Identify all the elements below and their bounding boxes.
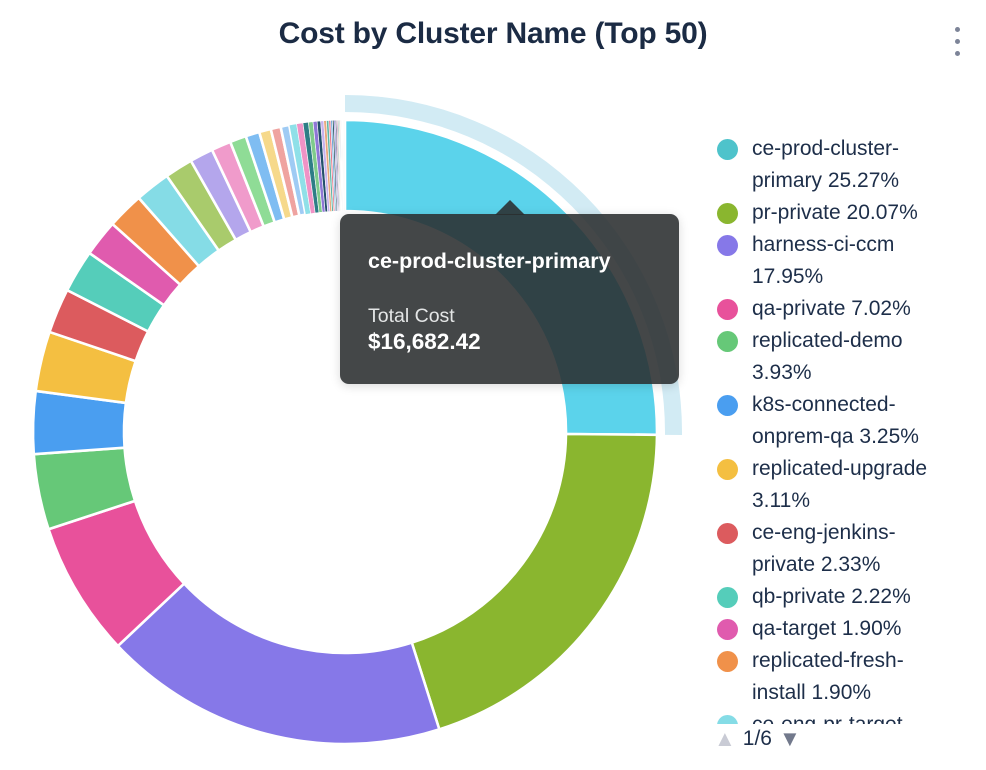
legend-marker-icon xyxy=(717,203,738,224)
legend-marker-icon xyxy=(717,715,738,724)
legend-marker-icon xyxy=(717,587,738,608)
donut-slice-pr-private[interactable] xyxy=(410,432,659,731)
legend-marker-icon xyxy=(717,299,738,320)
legend-marker-icon xyxy=(717,651,738,672)
legend-item-label: ce-eng-pr-target 1.83% xyxy=(752,709,930,724)
kebab-dot-icon xyxy=(954,26,960,32)
tooltip-value: $16,682.42 xyxy=(368,329,481,354)
legend-item-qa-target[interactable]: qa-target 1.90% xyxy=(716,613,930,645)
legend-marker-icon xyxy=(717,459,738,480)
legend-item-label: qa-private 7.02% xyxy=(752,297,911,320)
legend-item-ce-eng-pr-target[interactable]: ce-eng-pr-target 1.83% xyxy=(716,709,930,724)
donut-slice-harness-ci-ccm[interactable] xyxy=(116,582,441,746)
legend-item-qa-private[interactable]: qa-private 7.02% xyxy=(716,293,930,325)
legend-item-label: pr-private 20.07% xyxy=(752,201,918,224)
legend-item-ce-eng-jenkins-private[interactable]: ce-eng-jenkins-private 2.33% xyxy=(716,517,930,581)
legend-item-label: replicated-demo 3.93% xyxy=(752,329,903,384)
legend-item-label: ce-eng-jenkins-private 2.33% xyxy=(752,521,896,576)
legend-page-down-icon[interactable]: ▼ xyxy=(778,726,801,751)
legend-item-ce-prod-cluster-primary[interactable]: ce-prod-cluster-primary 25.27% xyxy=(716,133,930,197)
chart-tooltip: ce-prod-cluster-primary Total Cost $16,6… xyxy=(340,200,679,384)
legend-page-up-icon[interactable]: ▲ xyxy=(714,726,736,751)
legend-marker-icon xyxy=(717,619,738,640)
chart-legend: ce-prod-cluster-primary 25.27% pr-private… xyxy=(716,133,930,724)
tooltip-cluster-name: ce-prod-cluster-primary xyxy=(368,249,611,273)
kebab-dot-icon xyxy=(954,50,960,56)
legend-item-label: qa-target 1.90% xyxy=(752,617,902,640)
legend-page-indicator: 1/6 xyxy=(742,727,772,750)
legend-item-replicated-upgrade[interactable]: replicated-upgrade 3.11% xyxy=(716,453,930,517)
tooltip-arrow-icon xyxy=(495,200,525,215)
legend-pagination: ▲ 1/6 ▼ xyxy=(714,726,801,752)
legend-item-label: harness-ci-ccm 17.95% xyxy=(752,233,895,288)
legend-item-label: k8s-connected-onprem-qa 3.25% xyxy=(752,393,919,448)
legend-item-replicated-fresh-install[interactable]: replicated-fresh-install 1.90% xyxy=(716,645,930,709)
kebab-dot-icon xyxy=(954,38,960,44)
legend-item-harness-ci-ccm[interactable]: harness-ci-ccm 17.95% xyxy=(716,229,930,293)
legend-marker-icon xyxy=(717,331,738,352)
tooltip-metric-label: Total Cost xyxy=(368,305,455,327)
legend-item-k8s-connected-onprem-qa[interactable]: k8s-connected-onprem-qa 3.25% xyxy=(716,389,930,453)
legend-item-label: replicated-upgrade 3.11% xyxy=(752,457,928,512)
legend-marker-icon xyxy=(717,235,738,256)
legend-item-label: replicated-fresh-install 1.90% xyxy=(752,649,904,704)
legend-item-qb-private[interactable]: qb-private 2.22% xyxy=(716,581,930,613)
legend-marker-icon xyxy=(717,139,738,160)
legend-marker-icon xyxy=(717,395,738,416)
legend-item-label: ce-prod-cluster-primary 25.27% xyxy=(752,137,900,192)
chart-menu-button[interactable] xyxy=(942,20,972,62)
legend-item-pr-private[interactable]: pr-private 20.07% xyxy=(716,197,930,229)
chart-title: Cost by Cluster Name (Top 50) xyxy=(278,17,708,50)
legend-item-label: qb-private 2.22% xyxy=(752,585,911,608)
legend-marker-icon xyxy=(717,523,738,544)
legend-item-replicated-demo[interactable]: replicated-demo 3.93% xyxy=(716,325,930,389)
